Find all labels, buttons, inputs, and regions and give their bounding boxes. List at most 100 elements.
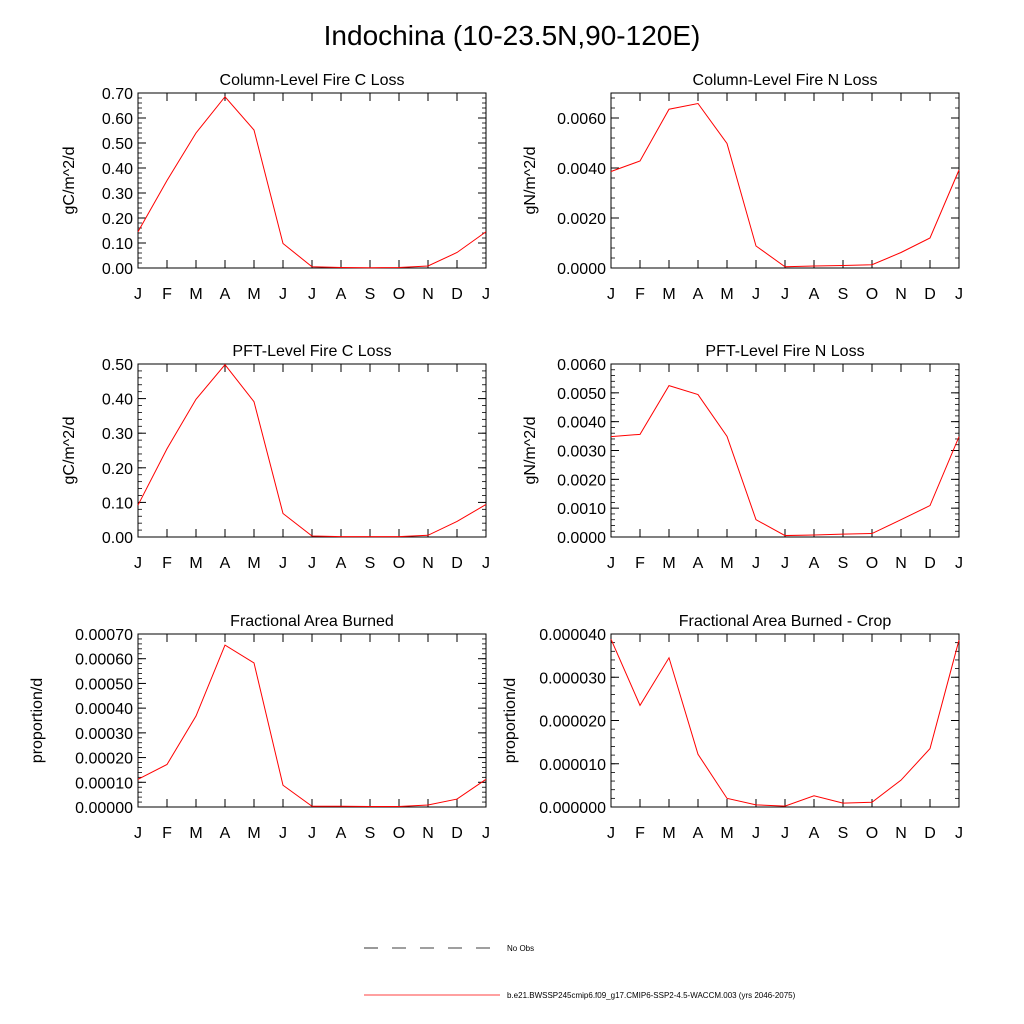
x-tick-label: S bbox=[838, 555, 849, 572]
chart-title: Column-Level Fire N Loss bbox=[693, 72, 878, 89]
x-tick-label: O bbox=[866, 555, 878, 572]
chart-title: Column-Level Fire C Loss bbox=[220, 72, 405, 89]
y-tick-label: 0.000010 bbox=[539, 757, 606, 774]
y-axis-label: gN/m^2/d bbox=[522, 147, 539, 215]
series-line-1 bbox=[137, 644, 487, 808]
chart-title: Fractional Area Burned - Crop bbox=[679, 613, 892, 630]
y-axis-label: gC/m^2/d bbox=[61, 417, 78, 485]
x-tick-label: A bbox=[220, 286, 231, 303]
x-tick-label: J bbox=[607, 825, 615, 842]
x-tick-label: N bbox=[422, 825, 434, 842]
y-tick-label: 0.70 bbox=[102, 86, 133, 103]
x-tick-label: D bbox=[451, 825, 463, 842]
x-tick-label: J bbox=[955, 286, 963, 303]
plot-frame bbox=[137, 92, 487, 269]
x-tick-label: O bbox=[393, 555, 405, 572]
y-tick-label: 0.20 bbox=[102, 461, 133, 478]
y-tick-label: 0.0000 bbox=[557, 261, 606, 278]
x-tick-label: O bbox=[866, 825, 878, 842]
x-tick-label: M bbox=[720, 286, 733, 303]
x-tick-label: M bbox=[720, 825, 733, 842]
y-tick-label: 0.00000 bbox=[75, 800, 133, 817]
y-axis-label: proportion/d bbox=[29, 678, 46, 763]
x-tick-label: N bbox=[895, 825, 907, 842]
x-tick-label: J bbox=[781, 555, 789, 572]
x-tick-label: D bbox=[924, 555, 936, 572]
x-tick-label: J bbox=[134, 825, 142, 842]
x-tick-label: J bbox=[308, 825, 316, 842]
y-tick-label: 0.0010 bbox=[557, 501, 606, 518]
x-tick-label: J bbox=[752, 555, 760, 572]
x-tick-label: A bbox=[693, 825, 704, 842]
chart-panel-6: Fractional Area Burned - Crop proportion/… bbox=[502, 613, 963, 842]
y-tick-label: 0.00060 bbox=[75, 652, 133, 669]
x-tick-label: J bbox=[752, 286, 760, 303]
y-tick-label: 0.00030 bbox=[75, 726, 133, 743]
x-tick-label: F bbox=[635, 555, 645, 572]
x-tick-label: S bbox=[838, 825, 849, 842]
x-tick-label: M bbox=[662, 286, 675, 303]
x-tick-label: F bbox=[635, 825, 645, 842]
y-tick-label: 0.0040 bbox=[557, 415, 606, 432]
x-tick-label: A bbox=[693, 286, 704, 303]
x-tick-label: J bbox=[279, 825, 287, 842]
plot-frame bbox=[610, 363, 960, 538]
series-line-1 bbox=[610, 102, 960, 268]
x-tick-label: M bbox=[720, 555, 733, 572]
x-tick-label: F bbox=[162, 825, 172, 842]
chart-title: PFT-Level Fire C Loss bbox=[232, 343, 391, 360]
y-tick-label: 0.30 bbox=[102, 426, 133, 443]
x-tick-label: O bbox=[393, 286, 405, 303]
figure-title: Indochina (10-23.5N,90-120E) bbox=[323, 20, 701, 51]
y-tick-label: 0.0050 bbox=[557, 386, 606, 403]
y-tick-label: 0.00 bbox=[102, 530, 133, 547]
x-tick-label: J bbox=[752, 825, 760, 842]
x-tick-label: N bbox=[895, 555, 907, 572]
x-tick-label: M bbox=[189, 555, 202, 572]
x-tick-label: S bbox=[365, 825, 376, 842]
y-tick-label: 0.50 bbox=[102, 357, 133, 374]
x-tick-label: N bbox=[422, 555, 434, 572]
x-tick-label: S bbox=[838, 286, 849, 303]
x-tick-label: A bbox=[336, 286, 347, 303]
y-tick-label: 0.0030 bbox=[557, 444, 606, 461]
y-axis-label: proportion/d bbox=[502, 678, 519, 763]
y-tick-label: 0.00040 bbox=[75, 701, 133, 718]
x-tick-label: D bbox=[924, 825, 936, 842]
y-tick-label: 0.0020 bbox=[557, 211, 606, 228]
chart-title: Fractional Area Burned bbox=[230, 613, 394, 630]
x-tick-label: M bbox=[662, 555, 675, 572]
y-tick-label: 0.00070 bbox=[75, 627, 133, 644]
x-tick-label: J bbox=[279, 286, 287, 303]
x-tick-label: J bbox=[482, 555, 490, 572]
x-tick-label: J bbox=[308, 555, 316, 572]
chart-title: PFT-Level Fire N Loss bbox=[705, 343, 864, 360]
y-tick-label: 0.40 bbox=[102, 392, 133, 409]
x-tick-label: F bbox=[635, 286, 645, 303]
y-axis-label: gC/m^2/d bbox=[61, 147, 78, 215]
y-tick-label: 0.00010 bbox=[75, 775, 133, 792]
y-tick-label: 0.000000 bbox=[539, 800, 606, 817]
x-tick-label: J bbox=[781, 286, 789, 303]
x-tick-label: M bbox=[247, 286, 260, 303]
x-tick-label: N bbox=[422, 286, 434, 303]
y-tick-label: 0.30 bbox=[102, 186, 133, 203]
y-tick-label: 0.000040 bbox=[539, 627, 606, 644]
x-tick-label: J bbox=[482, 825, 490, 842]
x-tick-label: M bbox=[247, 555, 260, 572]
x-tick-label: M bbox=[189, 825, 202, 842]
y-tick-label: 0.0040 bbox=[557, 161, 606, 178]
plot-frame bbox=[610, 633, 960, 808]
x-tick-label: N bbox=[895, 286, 907, 303]
x-tick-label: S bbox=[365, 286, 376, 303]
x-tick-label: J bbox=[308, 286, 316, 303]
y-tick-label: 0.0000 bbox=[557, 530, 606, 547]
x-tick-label: J bbox=[134, 286, 142, 303]
x-tick-label: D bbox=[924, 286, 936, 303]
x-tick-label: F bbox=[162, 555, 172, 572]
